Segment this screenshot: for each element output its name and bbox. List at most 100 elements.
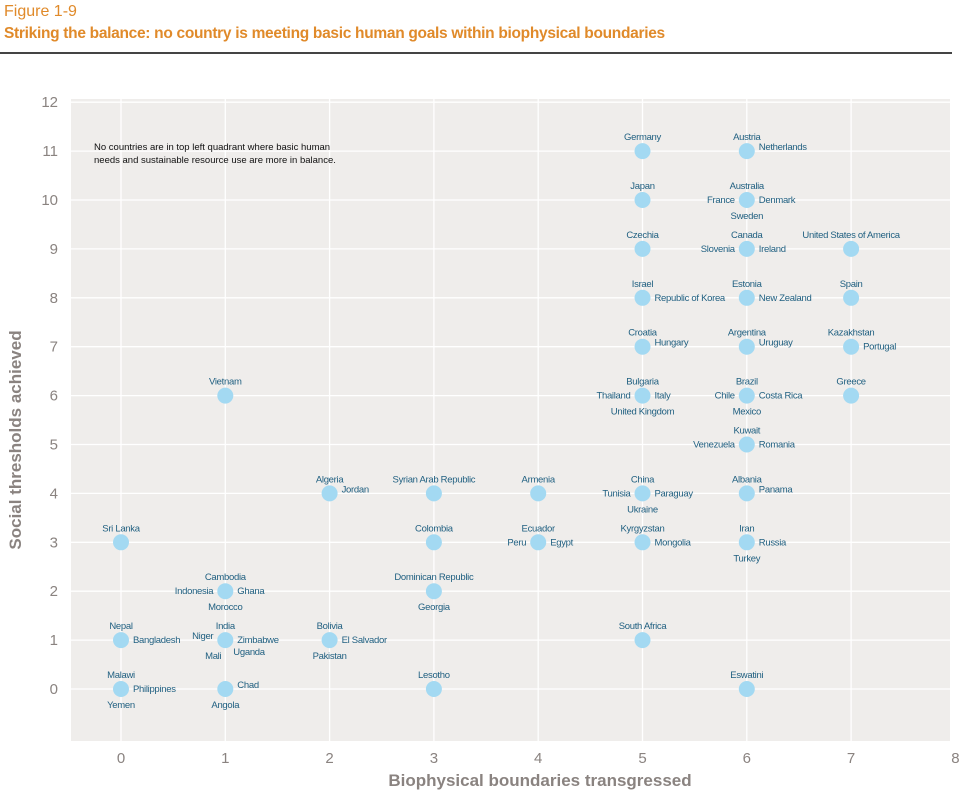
data-point: [113, 681, 129, 697]
data-point: [217, 632, 234, 649]
point-label: Kazakhstan: [828, 328, 875, 339]
data-point: [634, 387, 651, 404]
point-label: Jordan: [342, 484, 369, 495]
point-label: Malawi: [107, 670, 135, 681]
data-point: [738, 387, 755, 404]
point-label: Mali: [205, 651, 221, 662]
data-point: [738, 485, 755, 502]
data-point: [738, 681, 755, 697]
point-label: Philippines: [133, 684, 176, 695]
x-tick-label: 2: [325, 750, 333, 767]
data-point-group: Armenia: [522, 474, 556, 502]
data-point: [738, 240, 755, 257]
data-point: [738, 192, 755, 208]
point-label: United States of America: [802, 230, 900, 241]
x-axis-title: Biophysical boundaries transgressed: [388, 771, 691, 790]
data-point: [217, 681, 234, 697]
point-label: Chad: [237, 680, 259, 691]
data-point: [634, 240, 651, 257]
y-tick-label: 8: [50, 290, 58, 307]
data-point-group: Colombia: [415, 523, 454, 551]
point-label: Venezuela: [693, 440, 736, 451]
data-point: [634, 192, 651, 208]
y-tick-label: 5: [50, 437, 58, 454]
point-label: Dominican Republic: [394, 572, 474, 583]
data-point: [425, 534, 442, 551]
y-tick-label: 6: [50, 388, 58, 405]
data-point-group: Czechia: [626, 230, 660, 257]
data-point: [843, 289, 860, 306]
data-point-group: Chad Angola: [211, 680, 259, 711]
data-point-group: Vietnam: [209, 377, 242, 404]
point-label: France: [707, 195, 735, 206]
data-point: [843, 240, 860, 257]
point-label: Netherlands: [759, 142, 807, 153]
y-tick-label: 9: [50, 241, 58, 258]
point-label: Albania: [732, 474, 763, 485]
data-point: [738, 338, 755, 355]
point-label: Armenia: [522, 474, 556, 485]
point-label: Ukraine: [627, 504, 658, 515]
y-axis-title: Social thresholds achieved: [6, 330, 25, 549]
data-point-group: Germany: [624, 132, 662, 160]
data-point-group: South Africa: [619, 621, 668, 649]
data-point: [738, 143, 755, 160]
data-point-group: Sri Lanka: [102, 523, 141, 551]
data-point: [425, 485, 442, 502]
data-point: [113, 534, 129, 551]
data-point-group: Canada Slovenia Ireland: [701, 230, 786, 257]
point-label: Czechia: [626, 230, 659, 241]
data-point: [634, 289, 651, 306]
point-label: Angola: [211, 700, 240, 711]
point-label: Mexico: [733, 407, 761, 418]
point-label: Cambodia: [205, 572, 247, 583]
point-label: Uganda: [233, 647, 265, 658]
figure-title: Striking the balance: no country is meet…: [4, 25, 665, 42]
point-label: Spain: [840, 279, 863, 290]
y-tick-label: 0: [50, 681, 58, 698]
data-point: [530, 534, 547, 551]
title-divider: [0, 52, 952, 54]
point-label: Estonia: [732, 279, 763, 290]
point-label: Bangladesh: [133, 635, 180, 646]
plot-background: [71, 99, 950, 741]
data-point-group: Bulgaria Thailand Italy United Kingdom: [596, 377, 674, 418]
point-label: Romania: [759, 440, 796, 451]
point-label: Mongolia: [655, 537, 692, 548]
x-tick-label: 0: [117, 750, 125, 767]
point-label: Slovenia: [701, 244, 736, 255]
point-label: Thailand: [596, 391, 630, 402]
data-point-group: Cambodia Indonesia Ghana Morocco: [175, 572, 266, 613]
data-point-group: Dominican Republic Georgia: [394, 572, 474, 613]
point-label: South Africa: [619, 621, 668, 632]
point-label: Tunisia: [602, 488, 631, 499]
point-label: Croatia: [628, 328, 658, 339]
point-label: Brazil: [736, 377, 758, 388]
point-label: Georgia: [418, 602, 451, 613]
data-point: [425, 583, 442, 600]
point-label: Germany: [624, 132, 662, 143]
data-point: [843, 338, 860, 355]
point-label: Hungary: [655, 338, 689, 349]
point-label: Panama: [759, 484, 794, 495]
data-point: [843, 387, 860, 404]
point-label: Eswatini: [730, 670, 763, 681]
point-label: Argentina: [728, 328, 767, 339]
y-tick-label: 12: [41, 94, 58, 111]
point-label: Denmark: [759, 195, 796, 206]
point-label: China: [631, 474, 655, 485]
point-label: Nepal: [109, 621, 133, 632]
point-label: Republic of Korea: [655, 293, 726, 304]
x-tick-label: 7: [847, 750, 855, 767]
data-point-group: United States of America: [802, 230, 901, 257]
